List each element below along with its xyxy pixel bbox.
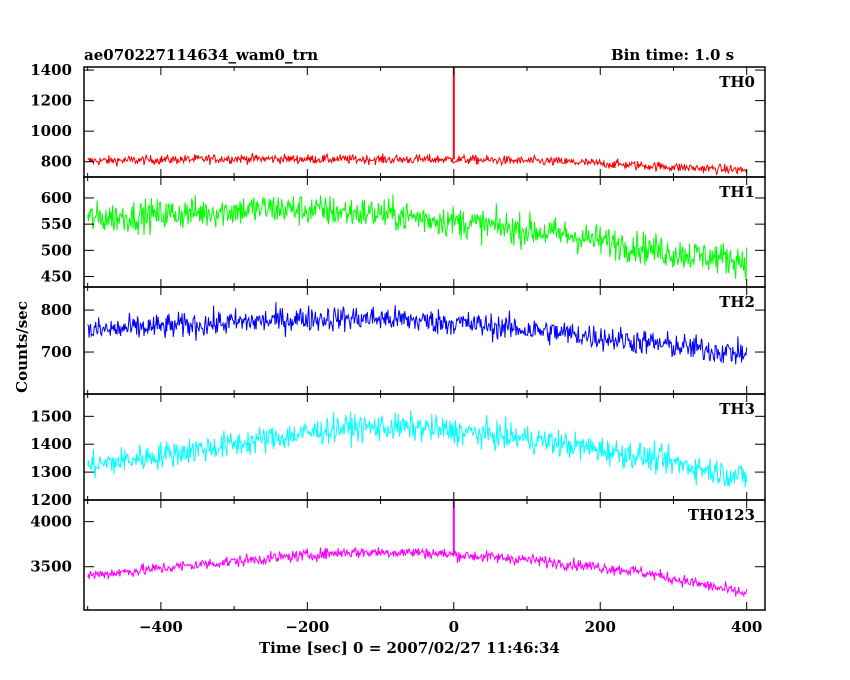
y-tick-label: 1400 bbox=[30, 61, 72, 79]
panel-frame-th1 bbox=[83, 176, 766, 288]
chart-title: ae070227114634_wam0_trn bbox=[84, 46, 319, 64]
y-tick-label: 1200 bbox=[30, 92, 72, 110]
panel-label-th2: TH2 bbox=[719, 293, 755, 311]
x-axis-label: Time [sec] 0 = 2007/02/27 11:46:34 bbox=[259, 639, 560, 657]
series-th2 bbox=[87, 302, 748, 365]
bin-time-label: Bin time: 1.0 s bbox=[611, 46, 735, 64]
x-tick-label: 200 bbox=[585, 618, 616, 636]
panel-label-th0123: TH0123 bbox=[688, 506, 755, 524]
panel-label-th1: TH1 bbox=[719, 183, 755, 201]
y-tick-label: 4000 bbox=[30, 513, 72, 531]
y-tick-label: 3500 bbox=[30, 558, 72, 576]
x-tick-label: 0 bbox=[449, 618, 459, 636]
x-tick-label: −200 bbox=[285, 618, 329, 636]
y-tick-label: 550 bbox=[41, 215, 72, 233]
x-tick-label: −400 bbox=[139, 618, 183, 636]
x-tick-label: 400 bbox=[731, 618, 762, 636]
series-th0123 bbox=[87, 546, 748, 598]
y-tick-label: 450 bbox=[41, 268, 72, 286]
y-tick-label: 1500 bbox=[30, 407, 72, 425]
y-tick-label: 1300 bbox=[30, 463, 72, 481]
panel-frame-th0123 bbox=[83, 499, 766, 611]
panel-label-th0: TH0 bbox=[719, 73, 755, 91]
y-tick-label: 700 bbox=[41, 343, 72, 361]
series-th1 bbox=[87, 194, 748, 281]
y-tick-label: 1000 bbox=[30, 122, 72, 140]
y-tick-label: 1200 bbox=[30, 491, 72, 509]
panel-frame-th3 bbox=[83, 393, 766, 501]
y-axis-label: Counts/sec bbox=[12, 301, 31, 393]
series-th3 bbox=[87, 410, 748, 488]
panel-label-th3: TH3 bbox=[719, 400, 755, 418]
series-th0 bbox=[87, 153, 748, 177]
y-tick-label: 1400 bbox=[30, 435, 72, 453]
y-tick-label: 800 bbox=[41, 153, 72, 171]
y-tick-label: 500 bbox=[41, 241, 72, 259]
panel-frame-th2 bbox=[83, 286, 766, 395]
y-tick-label: 800 bbox=[41, 301, 72, 319]
y-tick-label: 600 bbox=[41, 189, 72, 207]
